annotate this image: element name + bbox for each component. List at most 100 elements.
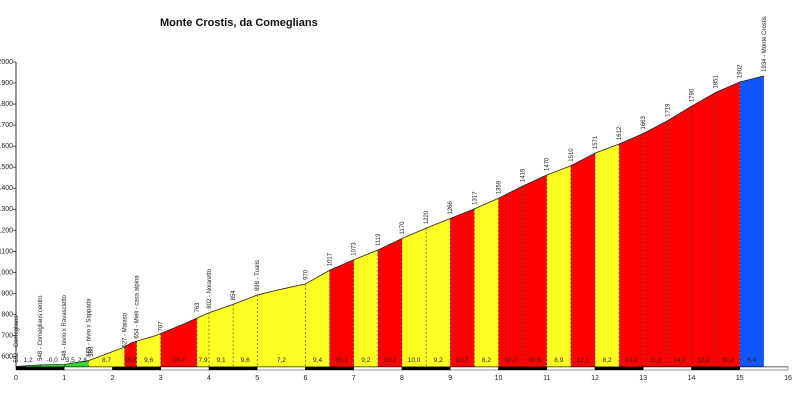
km-bar-segment [64, 366, 113, 371]
grade-label: 12,2 [697, 357, 710, 364]
km-bar-segment [401, 366, 451, 371]
grade-label: 10,2 [625, 357, 638, 364]
annotation-label: 548 - bivio x Ravascletto [62, 294, 68, 360]
segment-18 [450, 208, 475, 367]
annotation-label: 565 - bivio x Sappada [86, 298, 92, 357]
grade-label: 9,2 [434, 357, 443, 364]
annotation-label: 1510 [569, 148, 575, 162]
segment-5 [124, 341, 137, 367]
annotation-label: 1266 [448, 200, 454, 214]
km-bar-segment [450, 366, 499, 371]
km-bar-segment [498, 366, 547, 371]
annotation-label: 580 [89, 346, 95, 357]
segment-20 [498, 186, 523, 367]
km-bar-segment [594, 366, 644, 371]
grade-label: 2,8 [78, 357, 87, 364]
y-tick-label: 1200 [0, 227, 13, 234]
annotation-label: 548 - Comeglians centro [38, 295, 44, 361]
annotation-label: 1170 [400, 221, 406, 235]
x-tick-label: 13 [639, 375, 647, 382]
x-tick-label: 7 [352, 375, 356, 382]
y-tick-label: 800 [1, 311, 13, 318]
profile-line [15, 75, 764, 367]
annotation-label: 1902 [738, 64, 744, 78]
km-bar-segment [546, 366, 596, 371]
grade-label: 10,5 [528, 357, 541, 364]
annotation-label: 1851 [714, 74, 720, 88]
grade-label: 1,2 [24, 357, 33, 364]
x-tick-label: 9 [448, 375, 452, 382]
annotation-label: 707 [159, 321, 165, 332]
km-bar-segment [643, 366, 692, 371]
segment-17 [426, 218, 451, 367]
y-tick-label: 1000 [0, 269, 13, 276]
y-tick-label: 900 [1, 290, 13, 297]
annotation-label: 552 - Comeglians [14, 316, 20, 363]
annotation-label: 654 - Mieli - casa alpina [135, 275, 141, 339]
segment-29 [715, 81, 740, 367]
grade-label: 10,2 [384, 357, 397, 364]
annotation-label: 1470 [545, 157, 551, 171]
x-tick-label: 16 [784, 375, 792, 382]
segment-9 [209, 304, 234, 367]
km-bar-segment [112, 366, 161, 371]
grade-label: 10,7 [456, 357, 469, 364]
annotation-label: 1073 [352, 242, 358, 256]
x-tick-label: 3 [159, 375, 163, 382]
grade-label: 10,2 [504, 357, 517, 364]
grade-label: 10,0 [408, 357, 421, 364]
grade-label: 9,1 [217, 357, 226, 364]
x-tick-label: 10 [495, 375, 503, 382]
segment-30 [739, 75, 764, 368]
annotation-label: 1220 [424, 210, 430, 224]
segment-15 [377, 238, 402, 367]
annotation-label: 1719 [665, 103, 671, 117]
segment-8 [196, 312, 209, 367]
km-bar-segment [160, 366, 210, 371]
annotation-label: 763 [195, 302, 201, 313]
segment-2 [64, 362, 77, 367]
annotation-label: 1419 [521, 168, 527, 182]
km-bar-segment [691, 366, 740, 371]
annotation-label: 1934 - Monte Crostis [762, 16, 768, 72]
y-tick-label: 1600 [0, 143, 13, 150]
grade-label: 11,3 [649, 357, 662, 364]
grade-label: 9,6 [241, 357, 250, 364]
grade-label: 10,2 [721, 357, 734, 364]
km-bar-segment [353, 366, 403, 371]
y-tick-label: 1300 [0, 206, 13, 213]
y-tick-label: 1700 [0, 122, 13, 129]
grade-label: 10,8 [124, 357, 137, 364]
segment-23 [570, 153, 595, 367]
segment-26 [643, 120, 668, 368]
segment-10 [233, 295, 258, 367]
segment-24 [595, 144, 620, 367]
annotation-label: 854 [231, 290, 237, 301]
annotation-label: 1571 [593, 135, 599, 149]
segment-27 [667, 106, 692, 367]
x-tick-label: 0 [14, 375, 18, 382]
y-tick-label: 1100 [0, 248, 13, 255]
y-tick-label: 1400 [0, 185, 13, 192]
x-tick-label: 6 [304, 375, 308, 382]
x-tick-label: 5 [255, 375, 259, 382]
segment-28 [691, 92, 716, 367]
grade-label: 7,2 [277, 357, 286, 364]
chart-title: Monte Crostis, da Comeglians [160, 17, 318, 29]
grade-label: 3,5 [66, 357, 75, 364]
x-tick-label: 2 [111, 375, 115, 382]
x-tick-label: 12 [591, 375, 599, 382]
km-bar-segment [15, 366, 65, 371]
km-bar-segment [257, 366, 306, 371]
annotation-label: 970 [304, 269, 310, 280]
grade-label: -0,0 [47, 357, 59, 364]
segment-11 [257, 283, 306, 367]
segment-22 [546, 165, 571, 367]
grade-label: 7,9 [198, 357, 207, 364]
km-bar-segment [305, 366, 354, 371]
segment-25 [619, 133, 644, 367]
km-bar-segment [208, 366, 258, 371]
y-tick-label: 2000 [0, 59, 13, 66]
y-tick-label: 700 [1, 332, 13, 339]
